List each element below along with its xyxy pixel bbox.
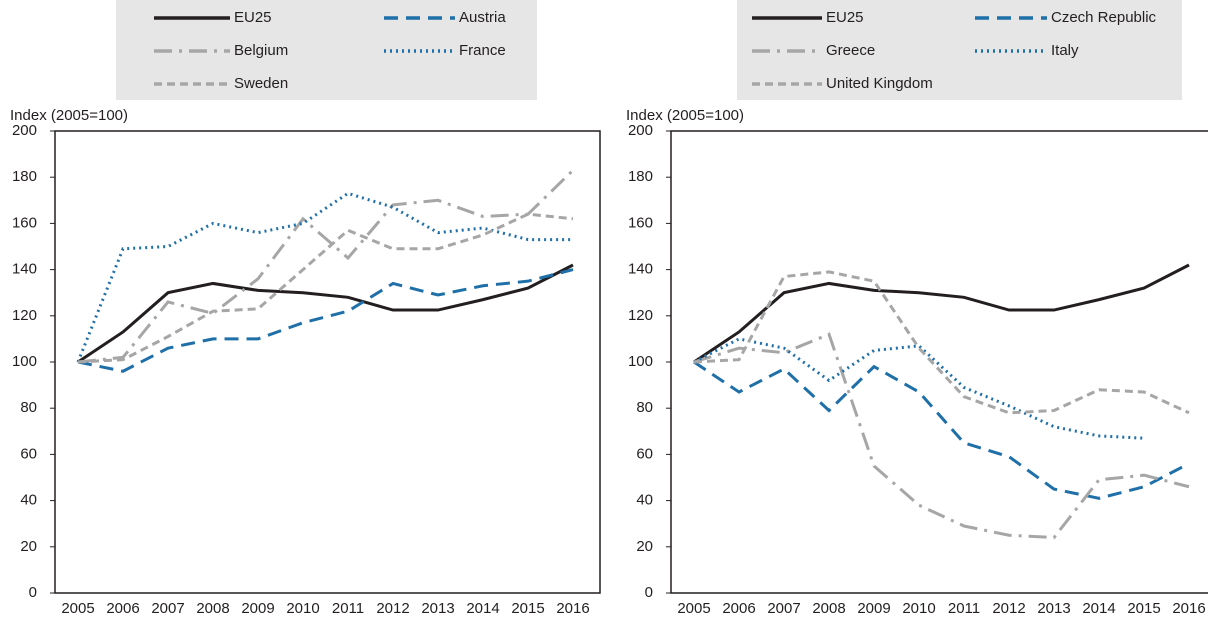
y-tick-label: 120 [12, 307, 37, 324]
y-tick-label: 60 [636, 445, 653, 462]
x-tick-label: 2006 [722, 600, 755, 617]
series-line [76, 191, 573, 363]
series-line [77, 169, 575, 364]
legend-label: Czech Republic [1051, 9, 1157, 26]
x-tick-label: 2010 [286, 600, 319, 617]
series-line [693, 337, 1145, 440]
x-tick-label: 2005 [677, 600, 710, 617]
y-tick-label: 140 [628, 261, 653, 278]
legend-label: Greece [826, 42, 875, 59]
x-tick-label: 2005 [61, 600, 94, 617]
x-tick-label: 2006 [106, 600, 139, 617]
series-line [693, 263, 1190, 364]
legend-label: Italy [1051, 42, 1079, 59]
series-line [77, 268, 574, 373]
x-tick-label: 2015 [1127, 600, 1160, 617]
legend-label: Belgium [234, 42, 288, 59]
x-tick-label: 2013 [421, 600, 454, 617]
x-tick-label: 2009 [241, 600, 274, 617]
x-tick-label: 2014 [1082, 600, 1115, 617]
x-tick-label: 2011 [948, 600, 980, 617]
y-tick-label: 160 [12, 214, 37, 231]
x-tick-label: 2016 [1172, 600, 1205, 617]
x-tick-label: 2015 [511, 600, 544, 617]
x-tick-label: 2013 [1037, 600, 1070, 617]
legend-label: United Kingdom [826, 75, 933, 92]
y-tick-label: 0 [645, 584, 653, 601]
legend-label: Austria [459, 9, 506, 26]
y-tick-label: 160 [628, 214, 653, 231]
plot-frame [54, 130, 601, 594]
y-tick-label: 100 [628, 353, 653, 370]
series-line [693, 270, 1190, 415]
series-line [77, 212, 574, 364]
y-tick-label: 100 [12, 353, 37, 370]
y-tick-label: 200 [628, 122, 653, 139]
x-tick-label: 2014 [466, 600, 499, 617]
x-tick-label: 2007 [151, 600, 184, 617]
y-tick-label: 120 [628, 307, 653, 324]
y-tick-label: 80 [20, 399, 37, 416]
legend-label: France [459, 42, 506, 59]
y-axis-label: Index (2005=100) [10, 107, 128, 124]
legend-label: EU25 [234, 9, 272, 26]
x-tick-label: 2009 [857, 600, 890, 617]
y-tick-label: 20 [636, 538, 653, 555]
plot-frame [670, 130, 1208, 594]
x-tick-label: 2008 [812, 600, 845, 617]
x-tick-label: 2012 [376, 600, 409, 617]
y-tick-label: 180 [12, 168, 37, 185]
legend-label: EU25 [826, 9, 864, 26]
y-tick-label: 60 [20, 445, 37, 462]
legend-label: Sweden [234, 75, 288, 92]
y-tick-label: 20 [20, 538, 37, 555]
x-tick-label: 2010 [902, 600, 935, 617]
y-tick-label: 80 [636, 399, 653, 416]
y-tick-label: 200 [12, 122, 37, 139]
series-line [693, 360, 1190, 500]
y-axis-label: Index (2005=100) [626, 107, 744, 124]
y-tick-label: 140 [12, 261, 37, 278]
y-tick-label: 180 [628, 168, 653, 185]
y-tick-label: 0 [29, 584, 37, 601]
x-tick-label: 2012 [992, 600, 1025, 617]
y-tick-label: 40 [20, 492, 37, 509]
series-line [77, 263, 574, 364]
x-tick-label: 2011 [332, 600, 364, 617]
series-line [693, 332, 1190, 540]
x-tick-label: 2008 [196, 600, 229, 617]
y-tick-label: 40 [636, 492, 653, 509]
x-tick-label: 2016 [556, 600, 589, 617]
x-tick-label: 2007 [767, 600, 800, 617]
